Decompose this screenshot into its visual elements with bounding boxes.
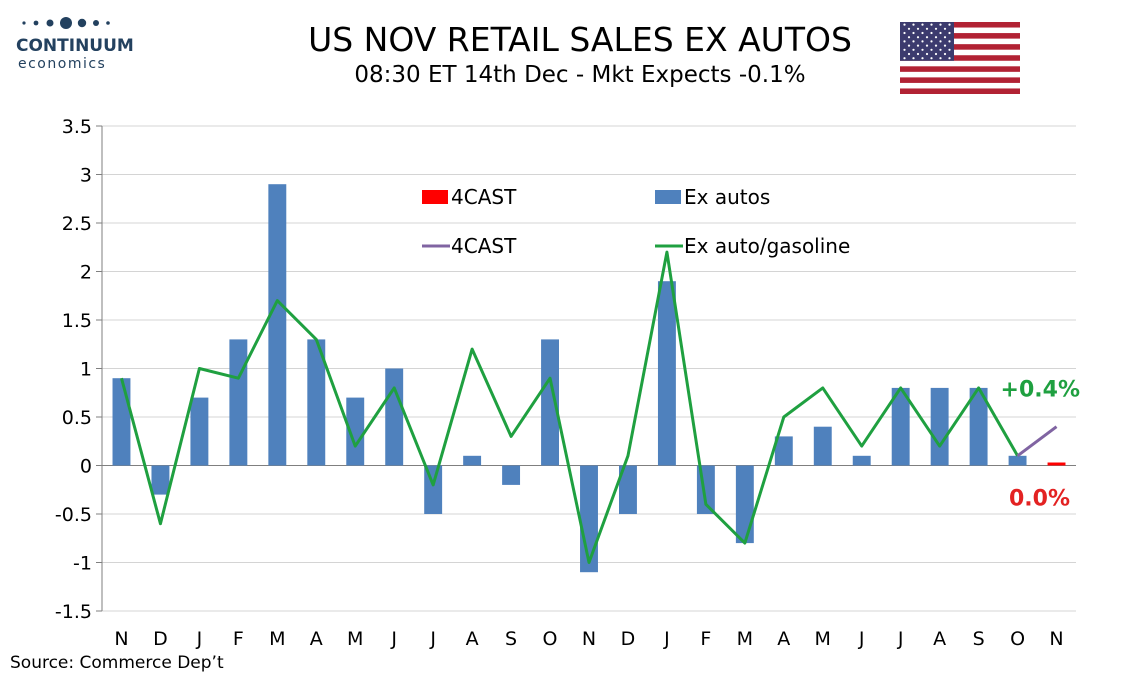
x-tick-label: A [466,628,479,650]
bar-ex-autos [930,387,949,466]
line-ex-auto-gasoline [120,250,1019,564]
bar-ex-autos [502,465,521,485]
x-tick-label: J [663,628,670,650]
annotation-forecast-bar: 0.0% [1009,487,1070,512]
x-tick-label: M [737,628,753,650]
bar-ex-autos [307,339,326,466]
lines [120,250,1058,564]
y-tick-label: -0.5 [55,504,92,526]
y-tick-label: 1.5 [62,310,92,332]
x-tick-label: S [973,628,985,650]
bar-ex-autos [852,455,871,466]
bar-ex-autos [151,465,170,495]
legend-label: 4CAST [451,185,517,209]
y-tick-label: 0 [80,456,92,478]
legend: 4CAST Ex autos 4CAST Ex auto/gasoline [422,185,850,258]
legend-label: 4CAST [451,234,517,258]
bar-ex-autos [774,436,793,466]
bar-ex-autos [229,339,248,466]
y-tick-label: -1.5 [55,601,92,623]
bar-ex-autos [618,465,637,514]
brand-sub: economics [18,56,107,72]
bar-4cast [1047,462,1066,466]
legend-label: Ex autos [684,185,770,209]
source-note: Source: Commerce Dep’t [10,653,224,673]
x-tick-label: S [505,628,517,650]
chart-title: US NOV RETAIL SALES EX AUTOS [308,20,852,59]
y-tick-label: 2 [80,262,92,284]
legend-swatch [422,190,448,204]
annotations: +0.4% 0.0% [1001,378,1080,512]
line-4cast [1016,425,1058,458]
x-tick-label: N [114,628,128,650]
x-tick-label: J [897,628,904,650]
bars [112,184,1066,573]
y-tick-label: -1 [73,553,92,575]
x-tick-label: N [1049,628,1063,650]
x-tick-label: M [347,628,363,650]
x-tick-label: F [233,628,244,650]
bar-ex-autos [190,397,209,466]
bar-ex-autos [541,339,560,466]
x-tick-label: F [700,628,711,650]
x-tick-label: A [310,628,323,650]
bar-ex-autos [1008,455,1027,466]
x-tick-label: D [153,628,168,650]
y-tick-label: 3 [80,165,92,187]
brand-name: CONTINUUM [16,36,134,56]
x-tick-label: O [1010,628,1025,650]
bar-ex-autos [891,387,910,466]
x-tick-label: D [621,628,636,650]
logo-dots-icon [22,17,110,29]
x-tick-label: J [858,628,865,650]
bar-ex-autos [813,426,832,466]
legend-label: Ex auto/gasoline [684,234,850,258]
bar-ex-autos [463,455,482,466]
legend-swatch [655,190,681,204]
bar-ex-autos [268,184,287,466]
x-tick-label: A [933,628,946,650]
x-tick-label: N [582,628,596,650]
x-tick-label: J [429,628,436,650]
bar-ex-autos [112,378,131,466]
x-tick-label: M [815,628,831,650]
continuum-logo [14,14,144,74]
us-flag-icon [900,22,1020,94]
x-tick-label: A [777,628,790,650]
y-tick-label: 3.5 [62,116,92,138]
bar-ex-autos [657,281,676,466]
y-axis-ticks: -1.5 -1 -0.5 0 0.5 1 1.5 2 2.5 3 3.5 [55,116,103,623]
x-tick-label: J [196,628,203,650]
x-tick-label: J [390,628,397,650]
x-tick-label: M [269,628,285,650]
y-tick-label: 2.5 [62,213,92,235]
y-tick-label: 0.5 [62,407,92,429]
x-tick-label: O [543,628,558,650]
chart-subtitle: 08:30 ET 14th Dec - Mkt Expects -0.1% [354,62,806,88]
bar-ex-autos [969,387,988,466]
annotation-forecast-line: +0.4% [1001,378,1080,403]
bar-ex-autos [735,465,754,544]
bar-ex-autos [385,368,404,466]
y-tick-label: 1 [80,359,92,381]
bar-ex-autos [346,397,365,466]
